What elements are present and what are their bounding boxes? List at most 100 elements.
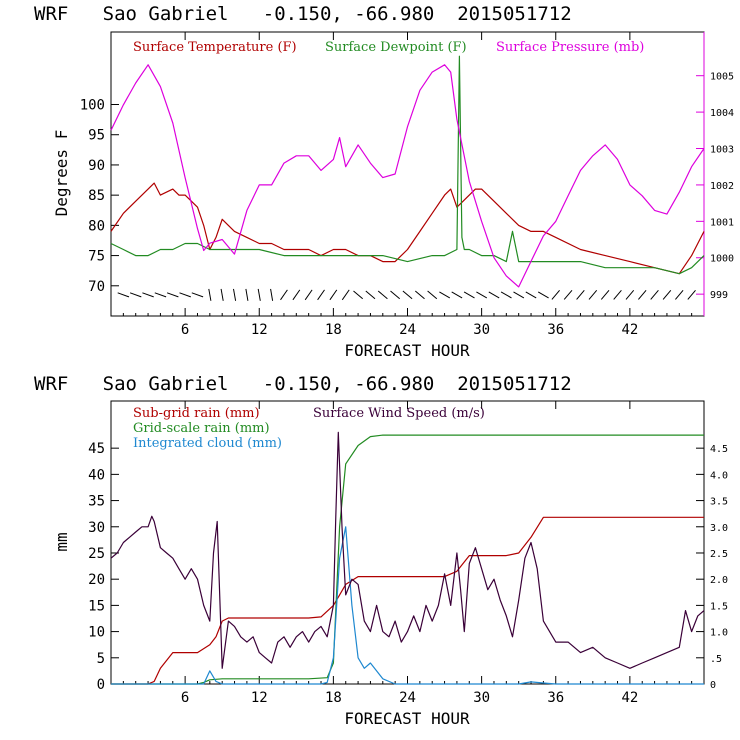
wind-barb <box>576 289 585 300</box>
wind-barb <box>304 289 313 301</box>
y-tick-label: 100 <box>80 98 105 114</box>
y-tick-label: 75 <box>88 249 105 265</box>
legend-surface-dewpoint: Surface Dewpoint (F) <box>325 40 467 55</box>
y-tick-label: 45 <box>88 441 105 457</box>
y-tick-label: 30 <box>88 520 105 536</box>
series-surface-dewpoint-f <box>110 55 705 275</box>
wind-barb <box>117 292 130 298</box>
y-tick-label: 35 <box>88 494 105 510</box>
y2-tick-label: 0 <box>710 680 716 691</box>
series-grid-scale-rain-mm <box>111 434 704 685</box>
y2-tick-label: 2.5 <box>710 549 728 560</box>
wind-barb <box>414 290 425 300</box>
wind-barb <box>341 289 350 301</box>
y-tick-label: 80 <box>88 218 105 234</box>
series-integrated-cloud-mm <box>111 526 704 685</box>
x-tick-label: 6 <box>181 690 189 706</box>
wind-barb <box>280 289 288 301</box>
wind-barb <box>638 289 647 300</box>
x-tick-label: 6 <box>181 322 189 338</box>
y-axis-label: Degrees F <box>52 130 71 217</box>
y-tick-label: 20 <box>88 572 105 588</box>
wind-barb <box>353 290 364 300</box>
wind-barb <box>390 290 401 300</box>
wind-barb <box>329 289 338 301</box>
wind-barb <box>563 289 573 300</box>
y2-tick-label: 3.5 <box>710 497 728 508</box>
x-tick-label: 42 <box>621 322 638 338</box>
wind-barb <box>365 290 376 300</box>
y2-tick-label: 1002 <box>710 181 734 192</box>
y2-tick-label: 1004 <box>710 108 734 119</box>
chart-title: WRF Sao Gabriel -0.150, -66.980 20150517… <box>34 3 572 25</box>
wind-barb <box>317 289 325 301</box>
y-tick-label: 95 <box>88 128 105 144</box>
wind-barb <box>625 289 635 300</box>
x-tick-label: 30 <box>473 690 490 706</box>
wind-barb <box>537 291 549 299</box>
x-tick-label: 36 <box>547 690 564 706</box>
y2-tick-label: 1000 <box>710 254 734 265</box>
y-tick-label: 10 <box>88 625 105 641</box>
series-surface-pressure-mb <box>110 64 705 288</box>
wind-barb <box>500 291 512 299</box>
y-tick-label: 25 <box>88 546 105 562</box>
wind-barb <box>513 291 525 299</box>
y2-tick-label: 1003 <box>710 145 734 156</box>
wind-barb <box>463 291 475 299</box>
wind-barb <box>233 288 237 301</box>
wind-barb <box>154 292 167 298</box>
y-tick-label: 0 <box>97 677 105 693</box>
series-sub-grid-rain-mm <box>111 516 704 685</box>
temperature-chart: WRF Sao Gabriel -0.150, -66.980 20150517… <box>34 3 734 360</box>
wind-barb <box>613 289 622 300</box>
x-tick-label: 30 <box>473 322 490 338</box>
wind-barb <box>208 288 212 301</box>
wind-barb <box>270 288 274 301</box>
y2-tick-label: .5 <box>710 654 722 665</box>
y-tick-label: 85 <box>88 188 105 204</box>
wind-barb <box>292 289 301 301</box>
y2-tick-label: 3.0 <box>710 523 728 534</box>
plot-frame-left <box>110 31 705 317</box>
wind-barb <box>257 288 261 301</box>
legend-surface-wind-speed: Surface Wind Speed (m/s) <box>313 406 485 421</box>
wind-barb <box>439 291 451 299</box>
x-tick-label: 24 <box>399 322 416 338</box>
wind-barb <box>220 288 224 301</box>
wind-barb <box>588 289 598 300</box>
x-tick-label: 36 <box>547 322 564 338</box>
x-tick-label: 12 <box>251 690 268 706</box>
wind-barb <box>600 289 610 300</box>
wind-barb <box>488 291 500 299</box>
y2-tick-label: 4.5 <box>710 444 728 455</box>
wind-barb <box>687 289 696 300</box>
wind-barb <box>129 292 142 298</box>
wind-barb <box>650 289 659 300</box>
precipitation-chart: WRF Sao Gabriel -0.150, -66.980 20150517… <box>34 373 728 728</box>
y-tick-label: 5 <box>97 651 105 667</box>
wind-barb <box>179 292 191 298</box>
y-tick-label: 90 <box>88 158 105 174</box>
y-tick-label: 40 <box>88 467 105 483</box>
x-tick-label: 24 <box>399 690 416 706</box>
wind-barb <box>451 291 463 299</box>
series-surface-temperature-f <box>110 182 705 275</box>
wind-barb <box>427 290 438 300</box>
x-axis-label: FORECAST HOUR <box>344 709 470 728</box>
legend-integrated-cloud: Integrated cloud (mm) <box>133 436 282 451</box>
x-tick-label: 18 <box>325 690 342 706</box>
wind-barb <box>675 289 684 300</box>
wind-barb <box>525 291 537 299</box>
x-tick-label: 18 <box>325 322 342 338</box>
legend-surface-pressure: Surface Pressure (mb) <box>496 40 644 55</box>
wind-barb <box>142 292 154 298</box>
x-axis-label: FORECAST HOUR <box>344 341 470 360</box>
legend-gridscale-rain: Grid-scale rain (mm) <box>133 421 270 436</box>
wind-barb <box>191 292 204 298</box>
x-tick-label: 42 <box>621 690 638 706</box>
wind-barb <box>476 291 488 299</box>
y-tick-label: 15 <box>88 598 105 614</box>
wind-barb <box>551 289 560 300</box>
